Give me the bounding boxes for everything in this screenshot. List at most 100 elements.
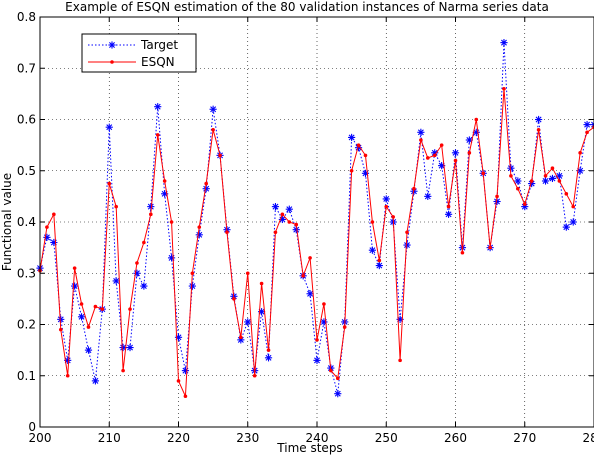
- y-tick-label: 0.5: [17, 164, 36, 178]
- data-point-esqn: [280, 212, 285, 217]
- chart-title: Example of ESQN estimation of the 80 val…: [65, 0, 549, 14]
- data-point-target: [451, 149, 460, 157]
- data-point-esqn: [114, 204, 118, 209]
- data-point-target: [521, 203, 529, 211]
- data-point-esqn: [543, 174, 548, 178]
- data-point-esqn: [190, 271, 195, 276]
- data-point-esqn: [218, 153, 222, 158]
- data-point-target: [167, 254, 176, 262]
- x-tick-label: 220: [167, 431, 190, 445]
- data-point-esqn: [266, 348, 271, 352]
- x-tick-label: 200: [29, 431, 52, 445]
- data-point-esqn: [370, 220, 375, 224]
- data-point-esqn: [412, 186, 416, 191]
- legend-label: ESQN: [141, 55, 175, 69]
- data-point-esqn: [474, 117, 479, 122]
- data-point-esqn: [571, 204, 576, 209]
- data-point-esqn: [585, 130, 589, 135]
- data-point-target: [590, 121, 594, 129]
- data-point-esqn: [356, 143, 361, 147]
- data-point-target: [264, 354, 273, 362]
- data-point-target: [535, 115, 543, 124]
- data-point-target: [444, 210, 453, 218]
- legend-marker: [110, 60, 114, 64]
- y-tick-label: 0.1: [17, 369, 36, 383]
- axis-ticks: 200 210 220 230 240 250 260 270 280 0 0.1 0.2 0.3 0.4…: [17, 10, 594, 445]
- data-point-esqn: [45, 225, 49, 229]
- data-point-esqn: [183, 394, 188, 399]
- legend-marker: [108, 41, 116, 49]
- data-point-target: [84, 346, 93, 354]
- data-point-target: [174, 333, 183, 341]
- data-point-target: [285, 205, 293, 213]
- plot-series: [36, 39, 594, 399]
- data-point-esqn: [162, 179, 167, 183]
- data-point-target: [91, 377, 99, 385]
- data-point-esqn: [322, 302, 326, 306]
- data-point-target: [140, 282, 148, 290]
- data-point-target: [147, 203, 155, 211]
- data-point-esqn: [550, 166, 555, 170]
- plot-area-frame: [39, 16, 594, 428]
- data-point-esqn: [100, 307, 105, 311]
- data-point-esqn: [301, 274, 305, 278]
- data-point-target: [514, 177, 522, 185]
- data-point-esqn: [197, 225, 202, 229]
- data-point-esqn: [342, 325, 347, 329]
- data-point-esqn: [86, 325, 91, 329]
- data-point-target: [181, 367, 190, 375]
- y-tick-label: 0.6: [17, 113, 36, 127]
- data-point-target: [541, 177, 550, 185]
- data-point-esqn: [245, 271, 250, 276]
- data-point-esqn: [467, 151, 472, 155]
- y-tick-label: 0.2: [17, 318, 36, 332]
- data-point-esqn: [225, 230, 229, 235]
- data-point-target: [354, 144, 363, 152]
- data-point-esqn: [432, 153, 437, 158]
- data-point-esqn: [363, 153, 368, 158]
- x-tick-label: 240: [306, 431, 329, 445]
- data-point-esqn: [349, 168, 354, 173]
- data-point-target: [382, 195, 390, 203]
- data-point-esqn: [259, 281, 264, 286]
- data-point-esqn: [564, 192, 569, 196]
- y-tick-label: 0.7: [17, 61, 36, 75]
- data-point-target: [334, 390, 342, 398]
- series-esqn: [38, 86, 594, 399]
- data-point-esqn: [315, 338, 319, 342]
- data-point-esqn: [93, 304, 98, 309]
- data-point-esqn: [460, 250, 465, 255]
- data-point-esqn: [578, 151, 582, 155]
- data-point-esqn: [439, 143, 444, 147]
- data-point-esqn: [79, 302, 84, 306]
- data-point-esqn: [155, 133, 160, 137]
- data-point-target: [154, 103, 162, 111]
- x-axis-title: Time steps: [276, 441, 342, 455]
- data-point-esqn: [52, 212, 56, 217]
- data-point-esqn: [128, 307, 132, 311]
- data-point-esqn: [516, 186, 520, 191]
- data-point-esqn: [294, 222, 299, 227]
- data-point-esqn: [384, 204, 389, 209]
- data-point-esqn: [72, 266, 77, 270]
- legend-label: Target: [140, 38, 178, 52]
- data-point-esqn: [426, 156, 430, 160]
- data-point-esqn: [176, 379, 181, 383]
- y-tick-label: 0.3: [17, 266, 36, 280]
- data-point-esqn: [252, 373, 257, 378]
- data-point-esqn: [557, 179, 562, 183]
- data-point-target: [562, 223, 570, 231]
- legend-item-esqn: ESQN: [88, 55, 175, 69]
- data-point-target: [500, 39, 508, 47]
- data-point-target: [188, 282, 196, 290]
- data-point-esqn: [204, 181, 208, 186]
- data-point-esqn: [522, 202, 527, 206]
- data-point-esqn: [142, 240, 146, 245]
- data-point-target: [313, 356, 321, 364]
- data-point-esqn: [308, 256, 312, 260]
- data-point-target: [403, 241, 411, 249]
- data-point-esqn: [509, 174, 513, 178]
- legend-item-target: Target: [88, 38, 178, 52]
- data-point-esqn: [419, 138, 423, 142]
